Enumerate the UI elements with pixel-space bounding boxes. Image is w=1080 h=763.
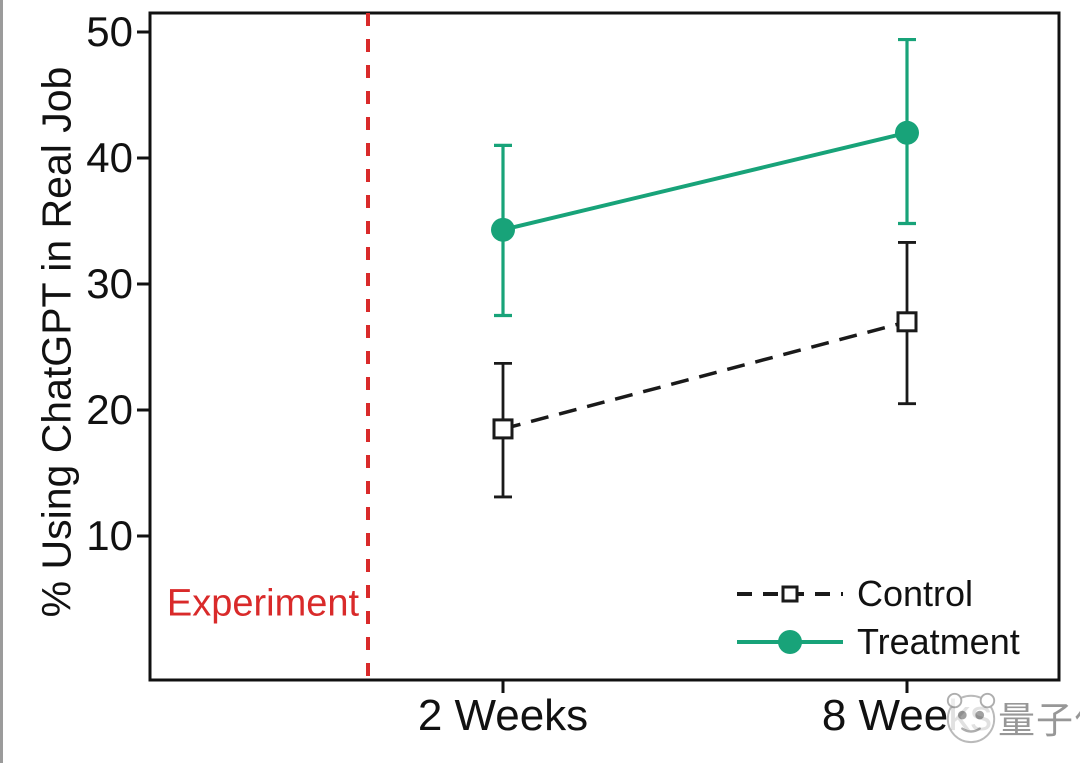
plot-frame <box>148 11 1061 682</box>
y-tick-label: 30 <box>86 260 133 307</box>
legend-item-treatment: Treatment <box>737 618 1020 666</box>
y-tick-label: 20 <box>86 386 133 433</box>
control-point-marker <box>896 311 918 333</box>
watermark: 量子位 <box>942 688 1080 746</box>
legend-label-treatment: Treatment <box>857 621 1020 662</box>
legend-item-control: Control <box>737 570 1020 618</box>
control-line-sample <box>737 581 843 607</box>
screenshot-left-border <box>0 0 3 763</box>
control-trend-line <box>502 320 908 431</box>
y-tick-label: 40 <box>86 134 133 181</box>
open-square-marker-icon <box>781 585 799 603</box>
watermark-text: 量子位 <box>998 700 1080 741</box>
experiment-annotation-label: Experiment <box>166 582 360 625</box>
treatment-point-marker <box>895 120 919 145</box>
filled-circle-marker-icon <box>778 630 802 654</box>
x-tick-label-2-weeks: 2 Weeks <box>417 691 589 740</box>
y-tick-label: 50 <box>86 8 133 55</box>
treatment-trend-line <box>502 130 908 232</box>
treatment-point-marker <box>491 217 515 242</box>
control-point-marker <box>492 418 514 440</box>
qbitai-panda-logo-icon <box>946 692 996 744</box>
y-tick-label: 10 <box>86 512 133 559</box>
treatment-line-sample <box>737 629 843 655</box>
legend-label-control: Control <box>857 573 974 614</box>
legend: Control Treatment <box>737 570 1020 666</box>
